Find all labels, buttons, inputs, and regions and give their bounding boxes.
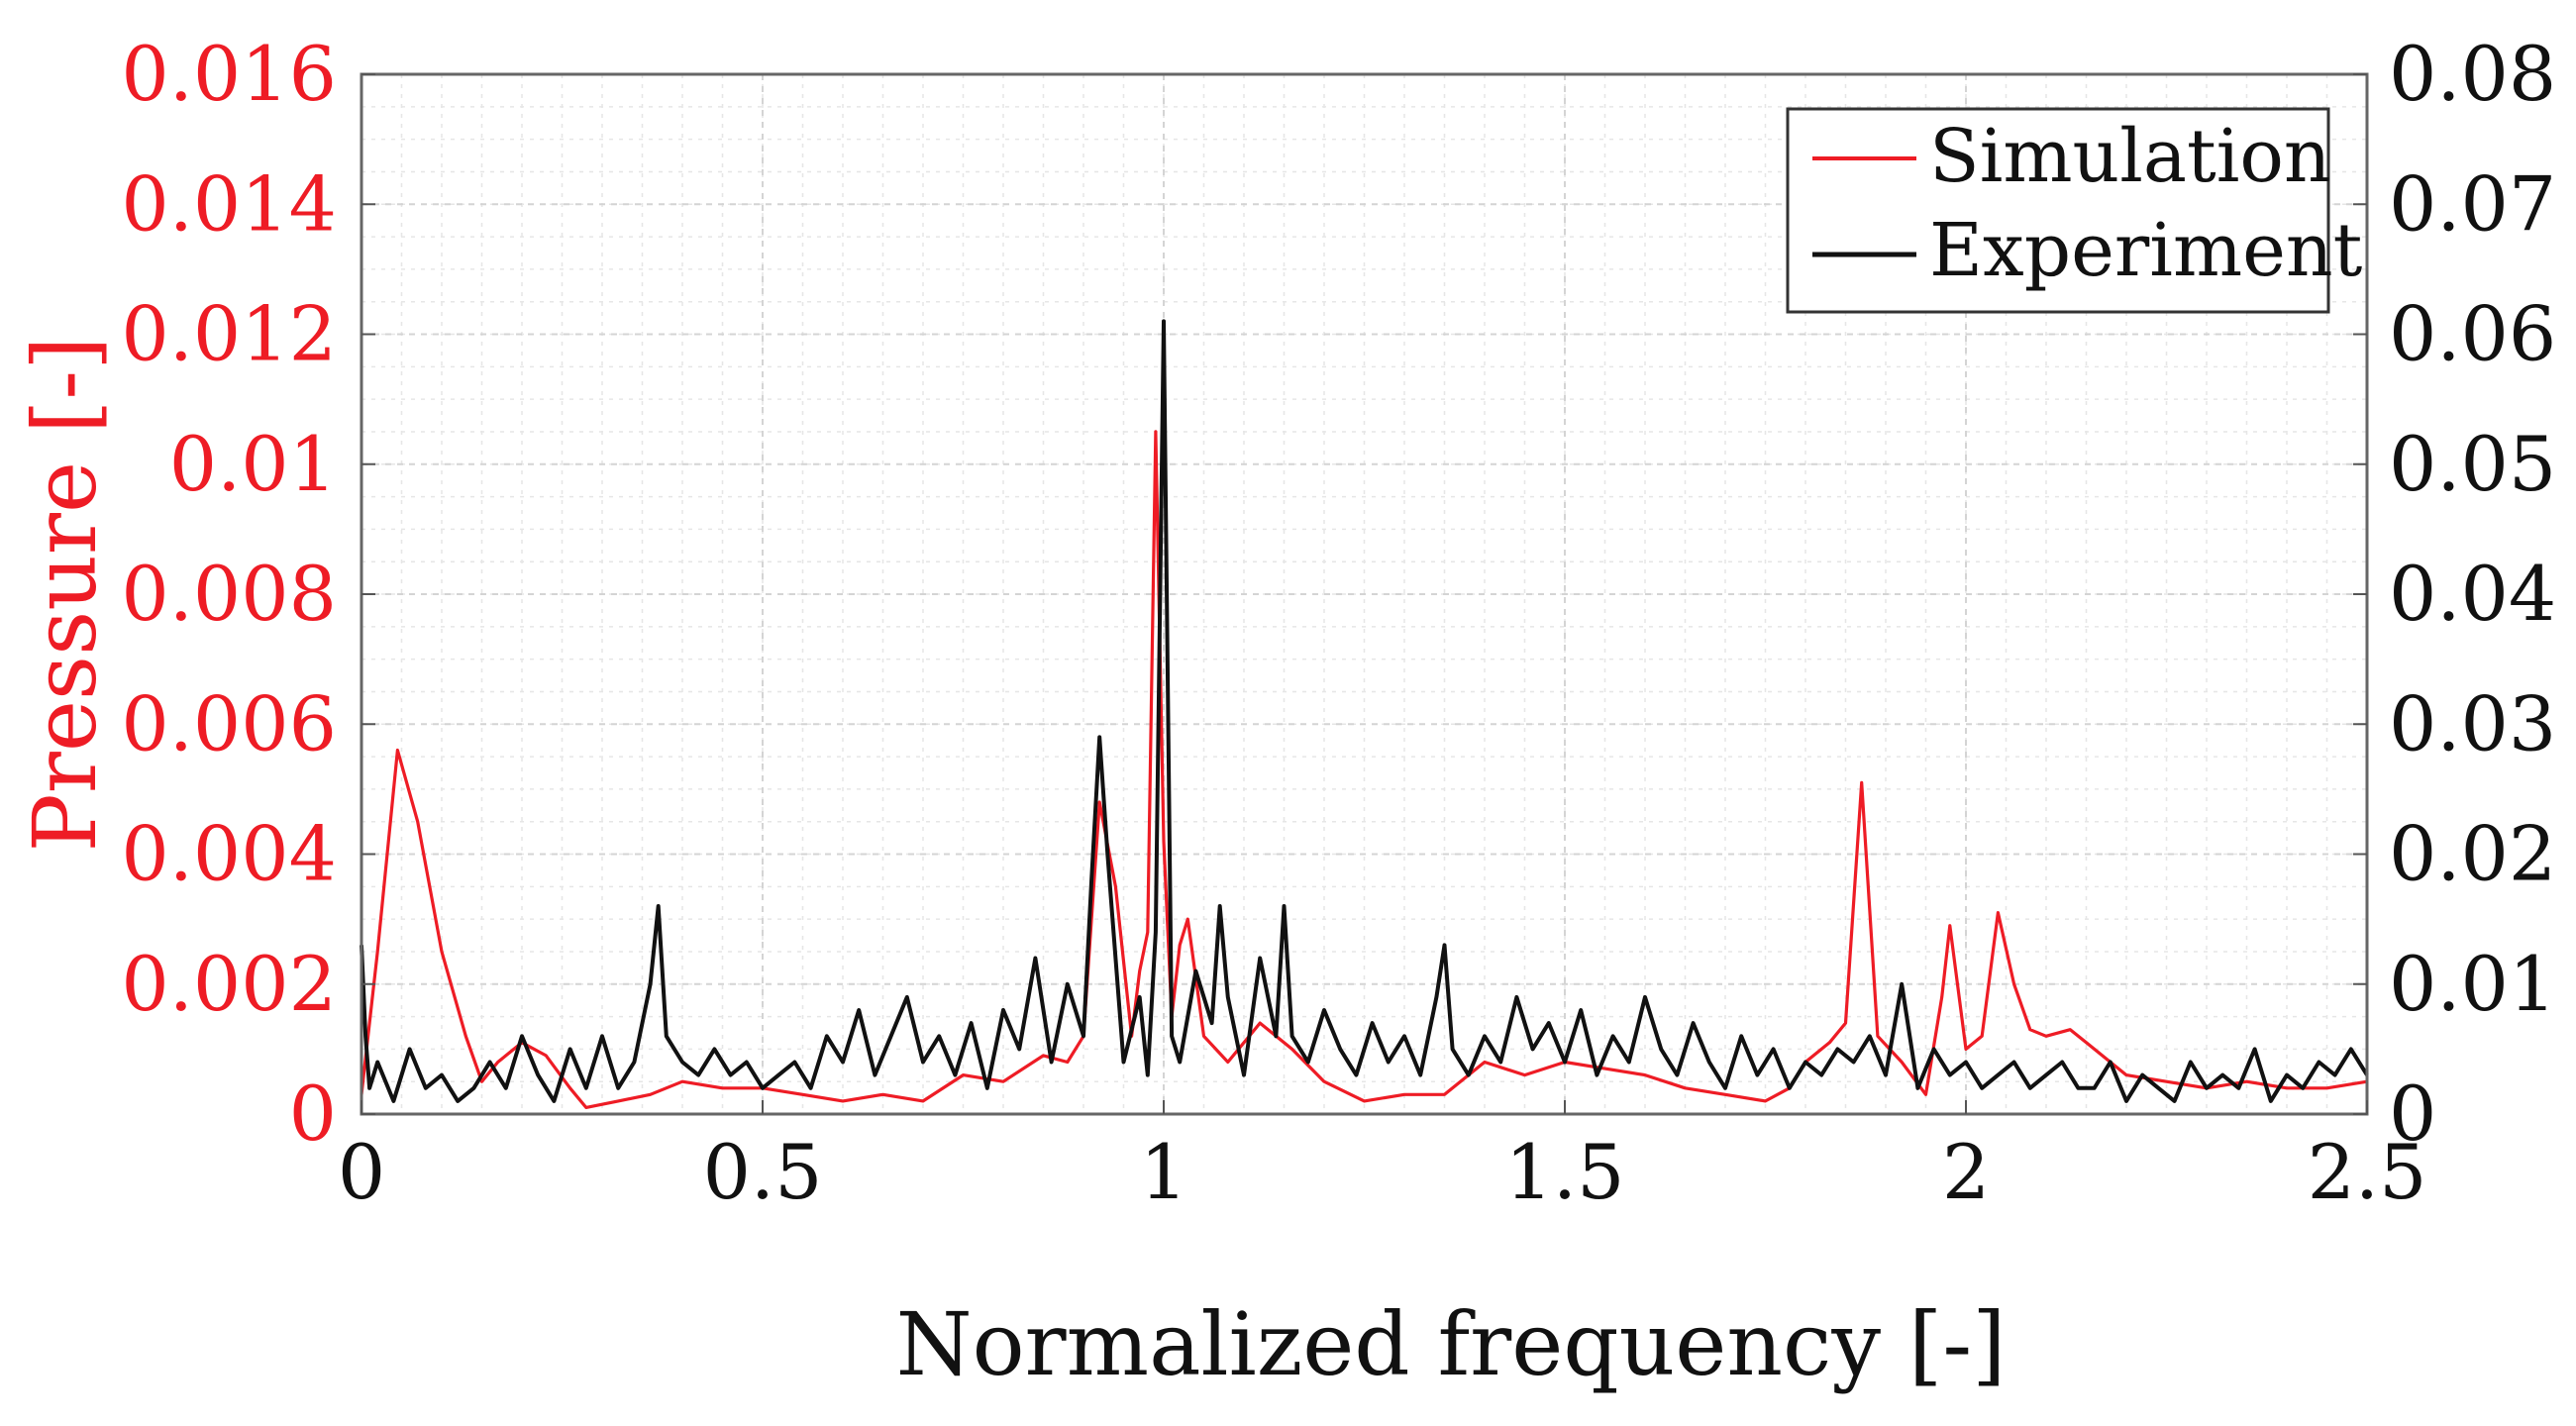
x-tick-label: 1.5	[1505, 1128, 1625, 1216]
y-left-tick-label: 0.016	[121, 30, 337, 118]
y-left-tick-label: 0.006	[121, 679, 337, 767]
y-right-tick-label: 0.01	[2389, 940, 2556, 1028]
y-left-tick-label: 0	[289, 1070, 337, 1158]
x-tick-label: 2	[1942, 1128, 1990, 1216]
x-ticks: 0 0.5 1 1.5 2 2.5	[338, 1100, 2427, 1216]
y-right-tick-label: 0.06	[2389, 290, 2556, 378]
legend-label-experiment: Experiment	[1929, 208, 2363, 293]
y-right-tick-label: 0.07	[2389, 159, 2556, 248]
y-left-axis-label: Pressure [-]	[14, 337, 116, 853]
series-line-experiment	[360, 319, 2369, 1103]
series-line-simulation	[360, 430, 2368, 1110]
x-tick-label: 0.5	[703, 1128, 823, 1216]
y-right-ticks: 0 0.01 0.02 0.03 0.04 0.05 0.06 0.07 0.08	[2353, 30, 2556, 1158]
y-left-ticks: 0 0.002 0.004 0.006 0.008 0.01 0.012 0.014 0.016	[121, 30, 375, 1158]
y-left-tick-label: 0.008	[121, 550, 337, 638]
x-tick-label: 1	[1140, 1128, 1187, 1216]
y-left-tick-label: 0.004	[121, 810, 337, 898]
x-tick-label: 2.5	[2308, 1128, 2427, 1216]
y-right-tick-label: 0.04	[2389, 550, 2556, 638]
y-left-tick-label: 0.01	[169, 420, 337, 508]
legend-label-simulation: Simulation	[1929, 114, 2331, 199]
y-left-tick-label: 0.012	[121, 290, 337, 378]
x-tick-label: 0	[338, 1128, 385, 1216]
y-right-tick-label: 0.03	[2389, 679, 2556, 767]
series-layer	[360, 319, 2369, 1110]
y-left-tick-label: 0.002	[121, 940, 337, 1028]
x-axis-label: Normalized frequency [-]	[896, 1293, 2007, 1395]
y-right-tick-label: 0	[2389, 1070, 2436, 1158]
y-left-tick-label: 0.014	[121, 159, 337, 248]
y-right-tick-label: 0.05	[2389, 420, 2556, 508]
legend: Simulation Experiment	[1786, 107, 2363, 314]
y-right-tick-label: 0.08	[2389, 30, 2556, 118]
y-right-tick-label: 0.02	[2389, 810, 2556, 898]
legend-box	[1786, 107, 2330, 314]
